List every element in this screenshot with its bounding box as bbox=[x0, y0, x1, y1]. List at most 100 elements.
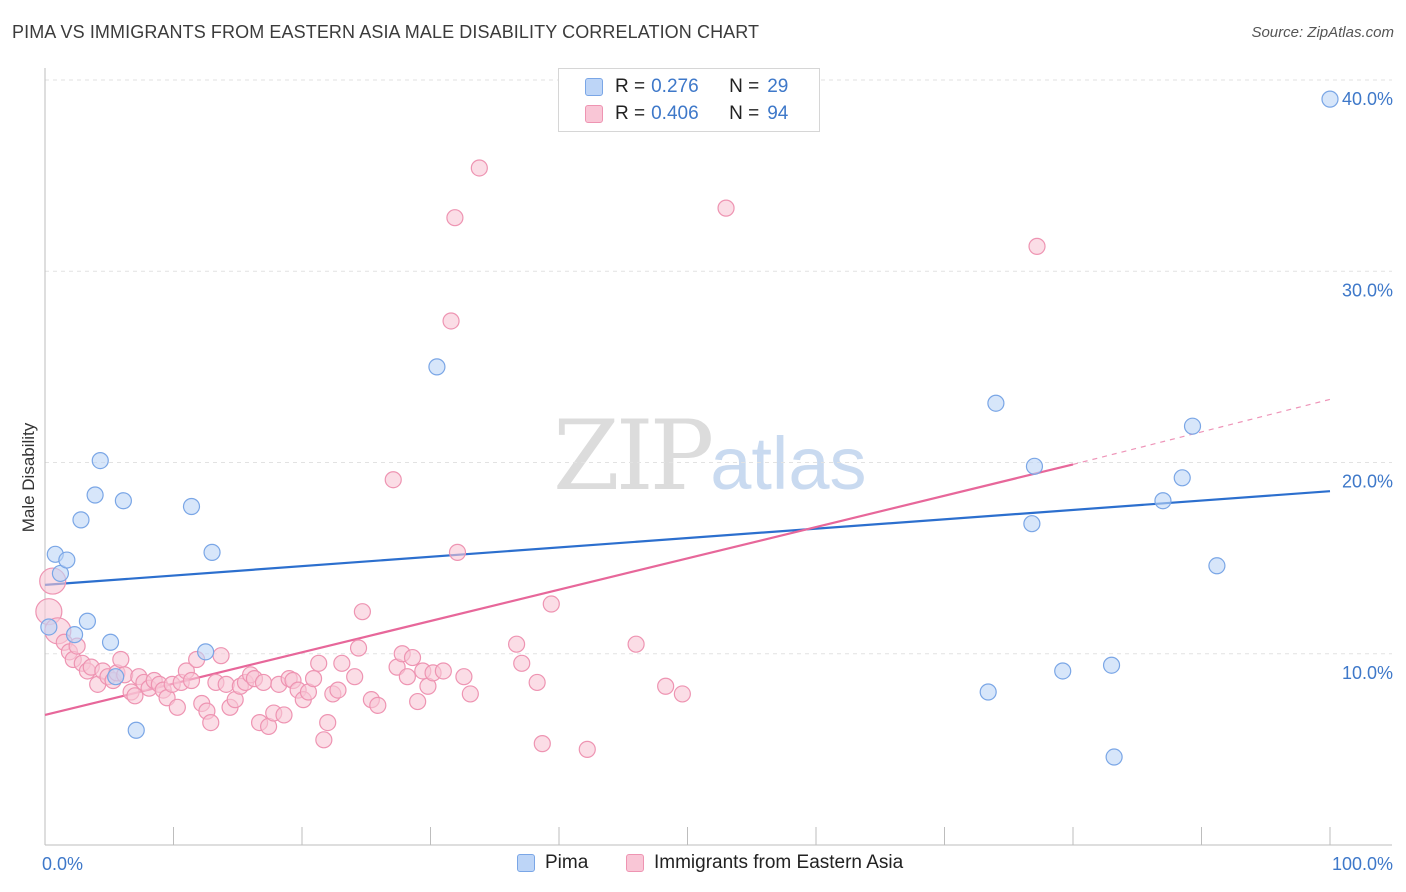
asia-point bbox=[409, 692, 427, 711]
legend-label-pima: Pima bbox=[545, 852, 589, 873]
asia-point bbox=[217, 675, 235, 693]
pima-point bbox=[1321, 90, 1339, 108]
y-tick-label: 40.0% bbox=[1342, 89, 1393, 109]
pima-swatch bbox=[585, 78, 603, 96]
r-value: 0.276 bbox=[651, 76, 699, 97]
asia-point bbox=[349, 639, 368, 657]
axis-layer bbox=[44, 68, 1392, 846]
pima-point bbox=[428, 358, 446, 376]
asia-point bbox=[353, 603, 371, 621]
x-tick-label: 0.0% bbox=[42, 854, 83, 874]
pima-point bbox=[203, 543, 221, 561]
trend-layer bbox=[44, 398, 1331, 717]
legend-item-asia[interactable]: Immigrants from Eastern Asia bbox=[626, 852, 903, 874]
legend-item-pima[interactable]: Pima bbox=[517, 852, 588, 874]
asia-point bbox=[528, 673, 546, 692]
asia-trend-line bbox=[44, 463, 1074, 717]
asia-point bbox=[202, 713, 220, 732]
asia-point bbox=[461, 685, 479, 703]
pima-point bbox=[40, 618, 58, 636]
pima-point bbox=[1183, 417, 1202, 435]
watermark-zip: ZIP bbox=[553, 400, 714, 512]
series-legend: Pima Immigrants from Eastern Asia bbox=[0, 852, 1406, 878]
pima-point bbox=[65, 626, 84, 644]
asia-point bbox=[168, 698, 186, 716]
asia-point bbox=[310, 654, 328, 672]
pima-point bbox=[78, 612, 97, 630]
legend-row-asia: R = 0.406 N = 94 bbox=[585, 102, 788, 126]
pima-point bbox=[197, 643, 215, 661]
point-layer bbox=[35, 90, 1339, 766]
pima-point bbox=[979, 683, 997, 701]
pima-point bbox=[114, 492, 132, 510]
n-value: 94 bbox=[767, 103, 789, 124]
label-layer: 10.0% 20.0% 30.0% 40.0% 0.0% 100.0% Male Disab… bbox=[19, 89, 1393, 874]
asia-point bbox=[333, 654, 351, 672]
asia-point bbox=[533, 735, 551, 753]
asia-point bbox=[346, 668, 364, 686]
asia-point bbox=[329, 681, 347, 699]
asia-point bbox=[369, 696, 387, 714]
asia-point bbox=[304, 670, 323, 688]
r-label: R = bbox=[615, 103, 646, 124]
asia-point bbox=[627, 635, 645, 653]
legend-label-asia: Immigrants from Eastern Asia bbox=[654, 852, 904, 873]
r-value: 0.406 bbox=[651, 103, 699, 124]
asia-point bbox=[657, 677, 675, 695]
asia-point bbox=[275, 706, 293, 724]
asia-point bbox=[717, 199, 735, 217]
grid-layer bbox=[45, 79, 1392, 655]
asia-point bbox=[446, 209, 464, 227]
asia-point bbox=[126, 687, 144, 705]
pima-point bbox=[127, 721, 145, 739]
legend-row-pima: R = 0.276 N = 29 bbox=[585, 75, 788, 99]
pima-point bbox=[72, 511, 90, 529]
pima-point bbox=[987, 394, 1005, 412]
r-label: R = bbox=[615, 76, 646, 97]
asia-point bbox=[542, 595, 560, 613]
pima-point bbox=[1023, 515, 1041, 533]
asia-point bbox=[398, 668, 416, 686]
asia-point bbox=[254, 673, 273, 692]
pima-point bbox=[1208, 557, 1226, 575]
asia-point bbox=[513, 654, 531, 672]
pima-point bbox=[1173, 469, 1191, 487]
asia-point bbox=[315, 731, 333, 749]
asia-legend-swatch bbox=[626, 854, 644, 872]
asia-point bbox=[182, 671, 201, 690]
asia-swatch bbox=[585, 105, 603, 123]
asia-point bbox=[403, 648, 422, 667]
pima-point bbox=[1102, 656, 1121, 674]
pima-point bbox=[107, 668, 125, 686]
n-value: 29 bbox=[767, 76, 789, 97]
asia-point bbox=[455, 668, 473, 686]
pima-point bbox=[1054, 662, 1072, 680]
y-tick-label: 10.0% bbox=[1342, 663, 1393, 683]
asia-point bbox=[442, 312, 460, 330]
asia-point bbox=[507, 635, 526, 653]
watermark-atlas: atlas bbox=[710, 422, 867, 505]
asia-point bbox=[319, 713, 337, 732]
pima-point bbox=[1105, 748, 1123, 766]
pima-point bbox=[1025, 457, 1044, 475]
pima-point bbox=[86, 486, 104, 504]
asia-point bbox=[470, 159, 488, 177]
zipatlas-watermark: ZIPatlas bbox=[553, 400, 867, 512]
pima-point bbox=[91, 451, 109, 470]
asia-point bbox=[212, 647, 230, 665]
x-tick-label: 100.0% bbox=[1332, 854, 1393, 874]
pima-point bbox=[1154, 492, 1172, 510]
asia-point bbox=[1028, 237, 1046, 255]
chart-title: PIMA VS IMMIGRANTS FROM EASTERN ASIA MAL… bbox=[12, 22, 760, 42]
asia-trend-extension bbox=[1072, 398, 1331, 465]
asia-point bbox=[434, 662, 452, 680]
y-tick-label: 30.0% bbox=[1342, 280, 1393, 300]
n-label: N = bbox=[729, 76, 760, 97]
source-label: Source: ZipAtlas.com bbox=[1251, 24, 1394, 41]
pima-point bbox=[101, 633, 120, 651]
y-axis-label: Male Disability bbox=[19, 422, 38, 532]
asia-point bbox=[448, 543, 467, 561]
asia-point bbox=[578, 740, 596, 758]
asia-point bbox=[673, 685, 691, 703]
